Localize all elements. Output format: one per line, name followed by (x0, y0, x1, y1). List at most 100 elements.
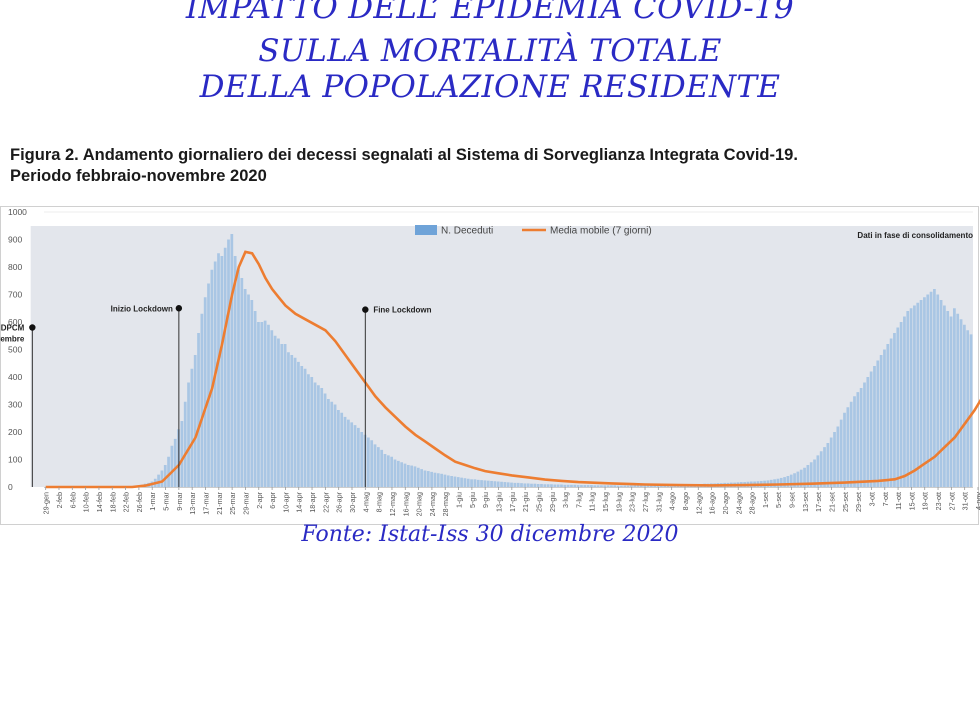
bar (829, 437, 833, 487)
bar (237, 269, 240, 487)
bar (160, 470, 164, 487)
bar (596, 485, 600, 487)
x-tick-label: 19-ott (921, 492, 930, 510)
bar (350, 422, 354, 487)
bar (933, 289, 936, 487)
y-tick-label: 200 (8, 427, 22, 437)
x-tick-label: 10-feb (82, 492, 91, 512)
bar (410, 465, 414, 487)
bar (233, 256, 237, 487)
bar (969, 334, 973, 487)
bar (789, 474, 793, 487)
bar (963, 324, 966, 487)
x-tick-label: 2-feb (55, 492, 64, 508)
bar (786, 476, 790, 487)
bar (600, 485, 603, 487)
x-tick-label: 27-lug (641, 492, 650, 512)
bar (396, 460, 400, 487)
x-tick-label: 16-ago (708, 492, 717, 514)
x-tick-label: 29-set (854, 492, 863, 512)
bar (779, 477, 783, 487)
bar (523, 483, 527, 487)
y-tick-label: 500 (8, 345, 22, 355)
bar (300, 366, 304, 487)
bar (626, 485, 630, 487)
bar (643, 485, 647, 487)
bar (337, 410, 340, 487)
y-tick-label: 600 (8, 317, 22, 327)
bar (420, 469, 423, 487)
x-tick-label: 4-nov (974, 492, 980, 510)
bar (883, 349, 886, 487)
figure-title: Figura 2. Andamento giornaliero dei dece… (10, 146, 798, 164)
bar (796, 471, 800, 487)
x-tick-label: 6-apr (268, 491, 277, 508)
figure-subtitle: Periodo febbraio-novembre 2020 (10, 167, 267, 185)
bar (240, 278, 244, 487)
bar (636, 485, 640, 487)
x-tick-label: 5-mar (162, 491, 171, 510)
bar (776, 478, 780, 487)
bar (543, 484, 547, 487)
bar (879, 355, 883, 487)
bar (943, 305, 946, 487)
bar (866, 377, 870, 487)
bar (443, 474, 447, 487)
x-tick-label: 31-ott (961, 492, 970, 510)
bar (203, 297, 207, 487)
bar (340, 412, 344, 487)
bar (290, 355, 294, 487)
x-axis-labels: 29-gen 2-feb 6-feb 10-feb 14-feb 18-feb 22-feb… (42, 487, 980, 516)
bar (267, 324, 270, 487)
bar (556, 484, 560, 487)
x-tick-label: 9-set (788, 492, 797, 508)
bar (953, 308, 956, 487)
bar (227, 239, 230, 487)
y-tick-label: 400 (8, 372, 22, 382)
x-tick-label: 9-giu (481, 492, 490, 508)
bar (330, 401, 334, 487)
bar (483, 480, 487, 487)
bar (327, 399, 330, 487)
bar (277, 338, 280, 487)
bar (516, 482, 520, 487)
x-tick-label: 13-set (801, 492, 810, 512)
bar (480, 480, 483, 487)
x-tick-label: 17-mar (201, 491, 210, 514)
bar (843, 412, 846, 487)
bar (540, 483, 543, 487)
x-tick-label: 21-mar (215, 491, 224, 514)
bar (180, 421, 184, 487)
bar (190, 368, 194, 487)
bar (586, 485, 590, 487)
x-tick-label: 25-set (841, 492, 850, 512)
bar (833, 432, 836, 487)
bar (949, 316, 953, 487)
legend-label-media-mobile: Media mobile (7 giorni) (550, 226, 652, 237)
bar (446, 475, 450, 487)
bar (630, 485, 633, 487)
x-tick-label: 1-giu (455, 492, 464, 508)
x-tick-label: 3-ott (867, 492, 876, 506)
bar (197, 333, 200, 487)
x-tick-label: 2-apr (255, 491, 264, 508)
bar (390, 456, 394, 487)
y-tick-label: 0 (8, 482, 13, 492)
bar (506, 482, 510, 487)
fine-lockdown-marker (362, 306, 369, 313)
bar (163, 465, 167, 487)
bar (183, 401, 187, 487)
x-tick-label: 22-feb (122, 492, 131, 512)
bar (913, 305, 916, 487)
bar (849, 401, 853, 487)
y-tick-label: 100 (8, 455, 22, 465)
bar (563, 484, 567, 487)
bar (859, 388, 863, 487)
bar (863, 382, 866, 487)
bar (633, 485, 637, 487)
consolidation-label: Dati in fase di consolidamento (857, 231, 973, 240)
bar (906, 311, 910, 487)
bar (200, 313, 204, 487)
deaths-chart: Inizio Lockdown Fine Lockdown DPCM 3 novemb… (0, 206, 980, 525)
bar (606, 485, 610, 487)
